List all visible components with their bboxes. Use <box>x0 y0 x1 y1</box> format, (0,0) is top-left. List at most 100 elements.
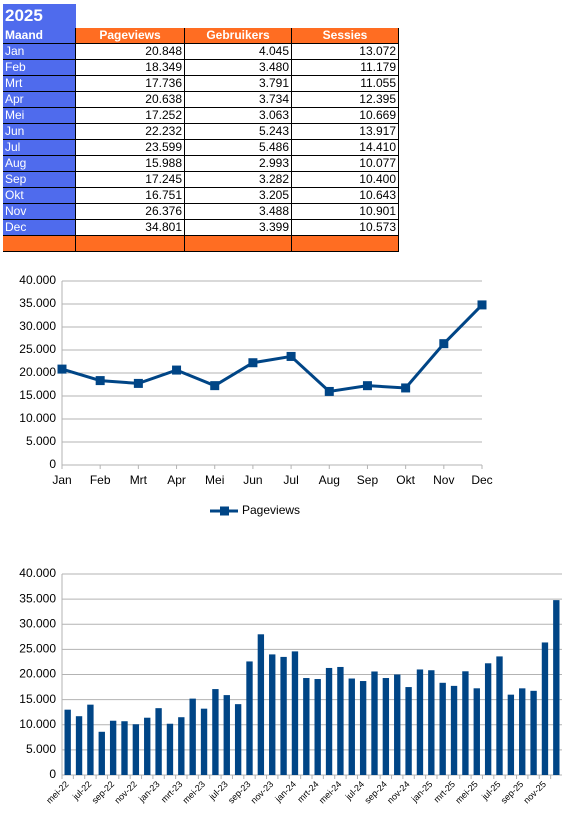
bar <box>155 708 162 775</box>
x-tick-label: mei-24 <box>317 779 344 806</box>
y-tick-label: 15.000 <box>19 692 56 706</box>
table-cell: 10.077 <box>292 156 399 172</box>
x-tick-label: Jan <box>52 473 71 487</box>
marker <box>133 378 143 388</box>
x-tick-label: Dec <box>471 473 492 487</box>
table-cell: Sessies <box>292 28 399 44</box>
y-tick-label: 5.000 <box>26 434 56 448</box>
marker <box>210 381 220 391</box>
bar <box>405 687 412 775</box>
bar <box>98 731 105 775</box>
table-cell: 14.410 <box>292 140 399 156</box>
table-cell: 13.917 <box>292 124 399 140</box>
bar <box>359 681 367 775</box>
legend-marker <box>220 506 229 516</box>
x-tick-label: Aug <box>319 473 340 487</box>
y-tick-label: 10.000 <box>19 717 56 731</box>
y-tick-label: 40.000 <box>19 566 56 580</box>
legend-label: Pageviews <box>242 503 300 517</box>
table-cell: Okt <box>3 188 76 204</box>
x-tick-label: jan-25 <box>409 779 434 804</box>
x-tick-label: Jul <box>283 473 298 487</box>
table-cell: 12.395 <box>292 92 399 108</box>
table-cell: Maand <box>3 28 76 44</box>
y-tick-label: 30.000 <box>19 616 56 630</box>
marker <box>248 358 258 368</box>
y-tick-label: 40.000 <box>19 273 56 287</box>
x-tick-label: jan-23 <box>136 779 161 804</box>
bar <box>507 694 515 775</box>
y-tick-label: 0 <box>49 457 56 471</box>
bar <box>132 724 140 775</box>
table-cell: Mrt <box>3 76 76 92</box>
y-tick-label: 0 <box>49 767 56 781</box>
table-cell: 3.282 <box>185 172 292 188</box>
table-cell: 20.848 <box>76 44 185 60</box>
x-tick-label: sep-23 <box>226 779 253 806</box>
table-cell: 18.349 <box>76 60 185 76</box>
table-cell: 22.232 <box>76 124 185 140</box>
y-tick-label: 35.000 <box>19 591 56 605</box>
x-tick-label: mrt-25 <box>432 779 457 804</box>
y-tick-label: 35.000 <box>19 296 56 310</box>
bar <box>394 674 401 775</box>
table-cell: Aug <box>3 156 76 172</box>
bar <box>337 666 344 775</box>
table-cell: 26.376 <box>76 204 185 220</box>
y-tick-label: 25.000 <box>19 642 56 656</box>
bar <box>371 671 378 775</box>
bar <box>178 717 185 775</box>
y-tick-label: 20.000 <box>19 667 56 681</box>
table-cell: Jul <box>3 140 76 156</box>
x-tick-label: nov-25 <box>522 779 549 806</box>
bar <box>303 678 310 775</box>
table-cell: 16.751 <box>76 188 185 204</box>
bar <box>416 669 424 775</box>
bar <box>530 690 537 775</box>
table-cell: 10.901 <box>292 204 399 220</box>
bar <box>223 695 230 775</box>
table-cell: 20.638 <box>76 92 185 108</box>
table-cell: 3.480 <box>185 60 292 76</box>
x-tick-label: Apr <box>167 473 186 487</box>
y-tick-label: 5.000 <box>26 742 56 756</box>
x-tick-label: nov-22 <box>112 779 139 806</box>
y-tick-label: 25.000 <box>19 342 56 356</box>
table-cell: Pageviews <box>76 28 185 44</box>
table-cell: 4.045 <box>185 44 292 60</box>
table-cell: 10.573 <box>292 220 399 236</box>
table-cell: 10.643 <box>292 188 399 204</box>
bar <box>189 698 196 775</box>
table-cell: 10.400 <box>292 172 399 188</box>
table-cell: 13.072 <box>292 44 399 60</box>
bar <box>314 679 321 775</box>
bar <box>144 717 151 775</box>
x-tick-label: sep-24 <box>362 779 389 806</box>
marker <box>362 381 372 391</box>
x-tick-label: mei-25 <box>453 779 480 806</box>
x-tick-label: sep-22 <box>90 779 117 806</box>
bar <box>200 708 208 775</box>
bar <box>291 651 299 775</box>
bar <box>87 704 94 775</box>
table-cell: Feb <box>3 60 76 76</box>
bar <box>121 721 128 775</box>
table-cell <box>76 236 185 252</box>
x-tick-label: Mrt <box>130 473 148 487</box>
y-tick-label: 10.000 <box>19 411 56 425</box>
table-cell: Jun <box>3 124 76 140</box>
x-tick-label: Mei <box>205 473 224 487</box>
marker <box>172 365 182 375</box>
x-tick-label: Okt <box>396 473 415 487</box>
table-cell: 3.399 <box>185 220 292 236</box>
marker <box>57 364 67 374</box>
x-tick-label: nov-23 <box>249 779 276 806</box>
x-tick-label: Sep <box>357 473 379 487</box>
bar <box>519 688 526 775</box>
bar <box>166 723 174 775</box>
table-cell: Apr <box>3 92 76 108</box>
bar <box>462 671 469 775</box>
table-cell: 3.488 <box>185 204 292 220</box>
